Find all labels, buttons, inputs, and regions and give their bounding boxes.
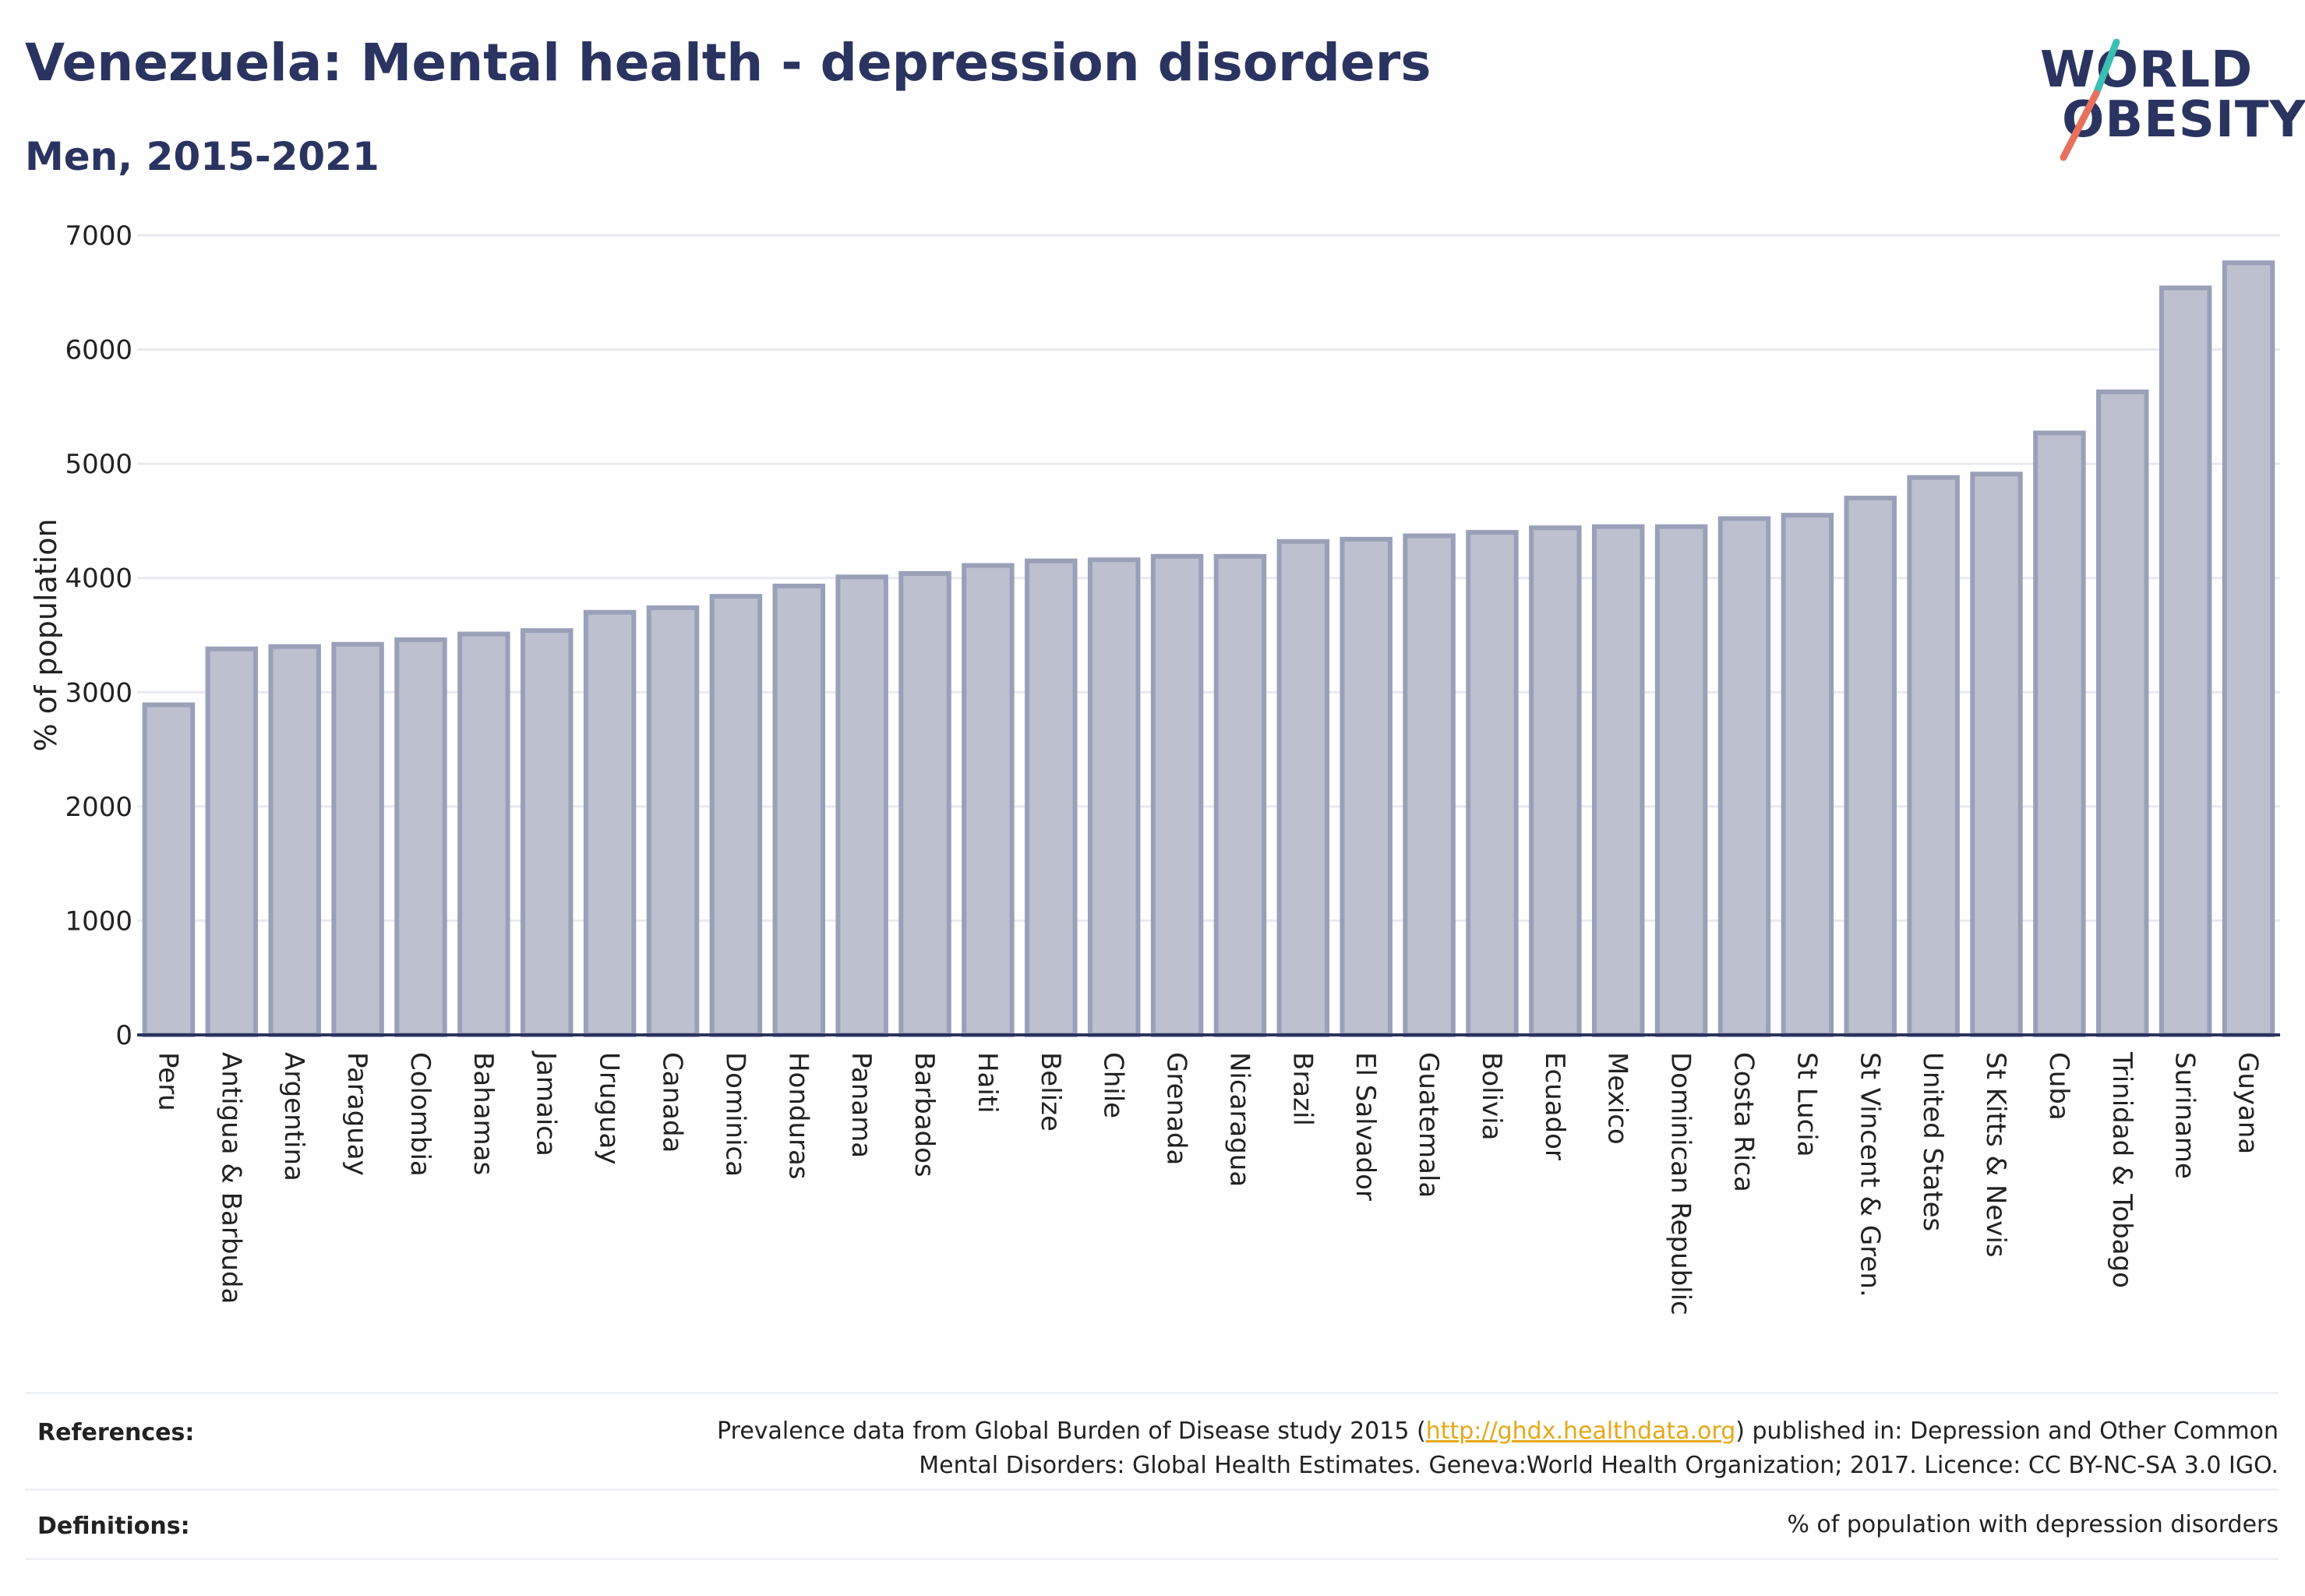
bar bbox=[1717, 516, 1771, 1037]
bar bbox=[1276, 538, 1330, 1038]
bar bbox=[1529, 525, 1582, 1038]
bar bbox=[205, 646, 259, 1037]
logo-slash-icon bbox=[2060, 39, 2120, 161]
bar bbox=[1654, 524, 1708, 1037]
bar bbox=[1340, 536, 1393, 1037]
y-axis-ticks: 0 1000 2000 3000 4000 5000 6000 7000 bbox=[65, 221, 132, 1051]
x-tick-label: Mexico bbox=[1602, 1052, 1633, 1145]
bar bbox=[457, 631, 510, 1037]
bar bbox=[962, 563, 1015, 1037]
x-tick-label: St Vincent & Gren. bbox=[1854, 1052, 1885, 1298]
y-tick-label: 0 bbox=[115, 1020, 132, 1051]
chart-subtitle: Men, 2015-2021 bbox=[25, 134, 379, 179]
x-tick-label: Belize bbox=[1035, 1052, 1066, 1132]
x-tick-label: Panama bbox=[845, 1052, 877, 1158]
bar bbox=[268, 644, 321, 1038]
references-line2: Mental Disorders: Global Health Estimate… bbox=[919, 1452, 2279, 1479]
bar-chart: 0 1000 2000 3000 4000 5000 6000 7000 Peru Antigu… bbox=[29, 221, 2280, 1315]
bar bbox=[1213, 553, 1267, 1037]
definitions-text: % of population with depression disorder… bbox=[1787, 1511, 2279, 1538]
x-tick-label: St Lucia bbox=[1791, 1052, 1822, 1157]
bar bbox=[1781, 513, 1834, 1038]
y-tick-label: 4000 bbox=[65, 563, 132, 595]
x-tick-label: Bolivia bbox=[1476, 1052, 1507, 1140]
bar bbox=[646, 605, 700, 1037]
bar bbox=[772, 583, 826, 1037]
bar bbox=[1592, 524, 1645, 1037]
x-tick-label: Antigua & Barbuda bbox=[215, 1052, 246, 1304]
logo-text-line2: OBESITY bbox=[2062, 91, 2305, 149]
bars bbox=[142, 260, 2275, 1038]
x-tick-label: Cuba bbox=[2043, 1052, 2074, 1121]
bar bbox=[1150, 553, 1204, 1037]
definitions-label: Definitions: bbox=[37, 1513, 190, 1540]
x-tick-label: Costa Rica bbox=[1728, 1052, 1760, 1192]
x-tick-label: Paraguay bbox=[341, 1052, 372, 1176]
x-tick-label: Guatemala bbox=[1413, 1052, 1444, 1198]
bar bbox=[1025, 558, 1078, 1037]
bar bbox=[1403, 533, 1456, 1037]
bar bbox=[898, 570, 951, 1037]
x-tick-label: Suriname bbox=[2169, 1052, 2201, 1179]
x-tick-label: Peru bbox=[152, 1052, 183, 1111]
bar bbox=[2096, 389, 2149, 1037]
x-tick-label: Bahamas bbox=[468, 1052, 499, 1175]
bar bbox=[142, 702, 196, 1037]
y-tick-label: 7000 bbox=[65, 221, 132, 252]
references-row: References: Prevalence data from Global … bbox=[25, 1392, 2279, 1491]
x-tick-label: St Kitts & Nevis bbox=[1980, 1052, 2011, 1258]
x-tick-label: Dominican Republic bbox=[1665, 1052, 1696, 1315]
x-tick-label: Dominica bbox=[719, 1052, 750, 1177]
bar bbox=[2033, 430, 2086, 1038]
y-tick-label: 2000 bbox=[65, 792, 132, 823]
bar bbox=[1844, 496, 1897, 1038]
x-tick-label: Jamaica bbox=[531, 1050, 562, 1156]
bar bbox=[709, 594, 763, 1037]
x-axis-ticks: Peru Antigua & Barbuda Argentina Paraguay Co… bbox=[152, 1050, 2263, 1315]
bar bbox=[1907, 475, 1960, 1037]
references-link[interactable]: http://ghdx.healthdata.org bbox=[1425, 1418, 1736, 1445]
bar bbox=[331, 641, 384, 1037]
x-tick-label: Chile bbox=[1098, 1052, 1129, 1118]
x-tick-label: Argentina bbox=[278, 1052, 309, 1181]
x-tick-label: Colombia bbox=[404, 1052, 436, 1177]
x-tick-label: El Salvador bbox=[1350, 1052, 1381, 1201]
bar bbox=[2159, 285, 2212, 1037]
x-tick-label: Uruguay bbox=[594, 1052, 625, 1165]
x-tick-label: United States bbox=[1917, 1052, 1948, 1231]
bar bbox=[521, 628, 574, 1037]
references-label: References: bbox=[37, 1419, 195, 1446]
x-tick-label: Honduras bbox=[782, 1052, 814, 1180]
x-tick-label: Barbados bbox=[909, 1052, 940, 1178]
bar bbox=[1970, 471, 2023, 1037]
bar bbox=[394, 637, 447, 1037]
x-tick-label: Trinidad & Tobago bbox=[2106, 1051, 2137, 1288]
x-tick-label: Ecuador bbox=[1539, 1052, 1570, 1160]
y-tick-label: 6000 bbox=[65, 335, 132, 366]
x-tick-label: Brazil bbox=[1287, 1052, 1318, 1126]
bar bbox=[1087, 557, 1141, 1037]
bar bbox=[583, 609, 637, 1037]
bar bbox=[835, 574, 888, 1037]
x-tick-label: Grenada bbox=[1161, 1052, 1192, 1165]
chart-title: Venezuela: Mental health - depression di… bbox=[25, 33, 1431, 93]
y-tick-label: 5000 bbox=[65, 449, 132, 480]
y-axis-label: % of population bbox=[29, 518, 63, 751]
bar bbox=[2222, 260, 2275, 1038]
bar bbox=[1466, 530, 1519, 1038]
references-text-after: ) published in: Depression and Other Com… bbox=[1735, 1418, 2279, 1445]
logo-text-line1: WORLD bbox=[2040, 41, 2254, 99]
world-obesity-logo: WORLD OBESITY bbox=[2034, 39, 2305, 164]
x-tick-label: Guyana bbox=[2233, 1052, 2264, 1154]
x-tick-label: Canada bbox=[657, 1052, 688, 1153]
x-tick-label: Haiti bbox=[972, 1052, 1003, 1114]
definitions-row: Definitions: % of population with depres… bbox=[25, 1488, 2279, 1560]
references-text-before: Prevalence data from Global Burden of Di… bbox=[717, 1418, 1426, 1445]
x-tick-label: Nicaragua bbox=[1223, 1052, 1255, 1187]
y-tick-label: 3000 bbox=[65, 677, 132, 708]
y-tick-label: 1000 bbox=[65, 906, 132, 937]
references-text: Prevalence data from Global Burden of Di… bbox=[717, 1414, 2279, 1483]
